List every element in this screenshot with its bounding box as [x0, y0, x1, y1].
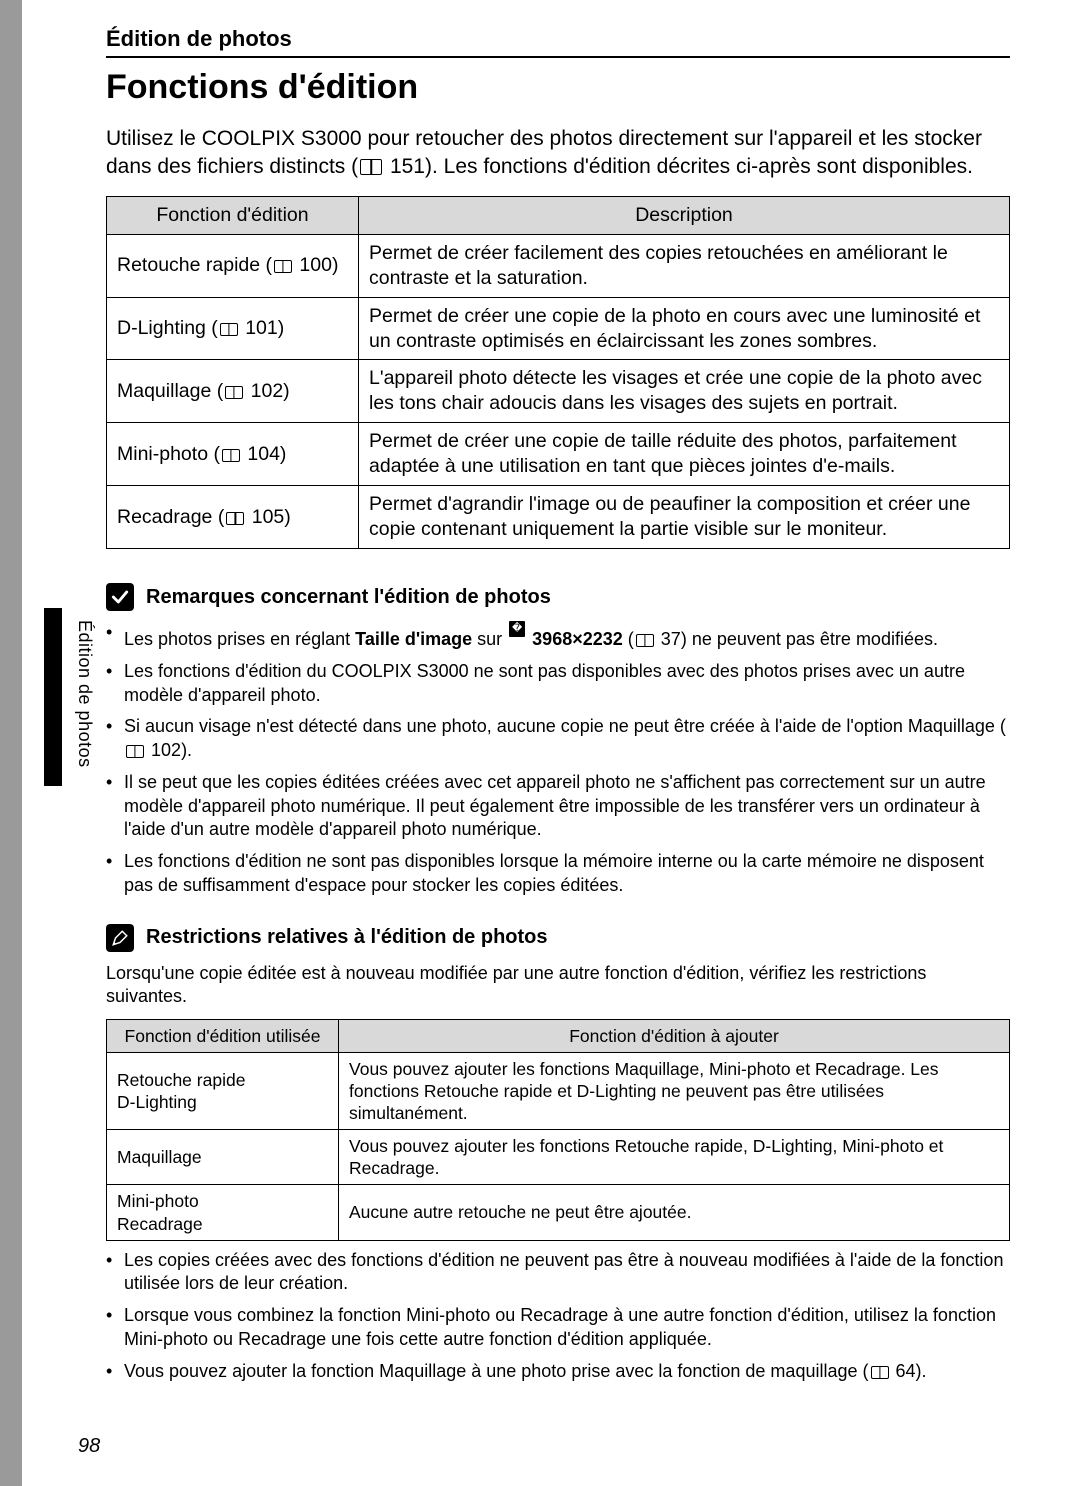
- check-icon: [106, 583, 134, 611]
- t1-head-1: Fonction d'édition: [107, 196, 359, 234]
- book-icon: [636, 634, 654, 647]
- pencil-icon: [106, 924, 134, 952]
- function-desc-cell: Permet d'agrandir l'image ou de peaufine…: [359, 486, 1010, 549]
- function-name-cell: Retouche rapide ( 100): [107, 234, 359, 297]
- table-row: Recadrage ( 105)Permet d'agrandir l'imag…: [107, 486, 1010, 549]
- remarks-list: Les photos prises en réglant Taille d'im…: [106, 621, 1010, 898]
- table-row: Maquillage ( 102)L'appareil photo détect…: [107, 360, 1010, 423]
- intro-paragraph: Utilisez le COOLPIX S3000 pour retoucher…: [106, 125, 1010, 182]
- function-desc-cell: Permet de créer une copie de la photo en…: [359, 297, 1010, 360]
- t2-head-2: Fonction d'édition à ajouter: [339, 1020, 1010, 1053]
- table-row: Mini-photo ( 104)Permet de créer une cop…: [107, 423, 1010, 486]
- used-function-cell: Mini-photoRecadrage: [107, 1185, 339, 1240]
- restrictions-block: Restrictions relatives à l'édition de ph…: [106, 924, 1010, 1384]
- function-name-cell: Mini-photo ( 104): [107, 423, 359, 486]
- table-row: Retouche rapide ( 100)Permet de créer fa…: [107, 234, 1010, 297]
- restrictions-title: Restrictions relatives à l'édition de ph…: [146, 926, 548, 949]
- content-area: Édition de photos Fonctions d'édition Ut…: [106, 26, 1010, 1486]
- post-restrictions-list: Les copies créées avec des fonctions d'é…: [106, 1249, 1010, 1384]
- intro-text-2: ). Les fonctions d'édition décrites ci-a…: [425, 155, 973, 178]
- t1-head-2: Description: [359, 196, 1010, 234]
- book-icon: [871, 1366, 889, 1379]
- book-icon: [360, 159, 382, 175]
- used-function-cell: Maquillage: [107, 1130, 339, 1185]
- book-icon: [222, 449, 240, 462]
- page-root: Édition de photos 98 Édition de photos F…: [0, 0, 1080, 1486]
- post-3: Vous pouvez ajouter la fonction Maquilla…: [106, 1360, 1010, 1384]
- remark-5: Les fonctions d'édition ne sont pas disp…: [106, 850, 1010, 898]
- intro-ref: 151: [390, 155, 425, 178]
- section-header-text: Édition de photos: [106, 26, 292, 51]
- page-sheet: Édition de photos 98 Édition de photos F…: [22, 0, 1080, 1486]
- remark-4: Il se peut que les copies éditées créées…: [106, 771, 1010, 842]
- function-name-cell: D-Lighting ( 101): [107, 297, 359, 360]
- remark-1: Les photos prises en réglant Taille d'im…: [106, 621, 1010, 652]
- table-row: MaquillageVous pouvez ajouter les foncti…: [107, 1130, 1010, 1185]
- function-name-cell: Recadrage ( 105): [107, 486, 359, 549]
- side-tab-label: Édition de photos: [74, 620, 95, 768]
- restrictions-table: Fonction d'édition utilisée Fonction d'é…: [106, 1019, 1010, 1240]
- add-function-cell: Aucune autre retouche ne peut être ajout…: [339, 1185, 1010, 1240]
- table-row: Mini-photoRecadrageAucune autre retouche…: [107, 1185, 1010, 1240]
- post-1: Les copies créées avec des fonctions d'é…: [106, 1249, 1010, 1297]
- page-number: 98: [78, 1435, 100, 1458]
- restrictions-head: Restrictions relatives à l'édition de ph…: [106, 924, 1010, 952]
- functions-table: Fonction d'édition Description Retouche …: [106, 196, 1010, 549]
- remarks-head: Remarques concernant l'édition de photos: [106, 583, 1010, 611]
- function-desc-cell: Permet de créer une copie de taille rédu…: [359, 423, 1010, 486]
- side-tab-bar: [44, 608, 62, 786]
- remark-2: Les fonctions d'édition du COOLPIX S3000…: [106, 660, 1010, 708]
- add-function-cell: Vous pouvez ajouter les fonctions Retouc…: [339, 1130, 1010, 1185]
- remarks-title: Remarques concernant l'édition de photos: [146, 586, 551, 609]
- t2-head-1: Fonction d'édition utilisée: [107, 1020, 339, 1053]
- restrictions-intro: Lorsqu'une copie éditée est à nouveau mo…: [106, 962, 1010, 1010]
- add-function-cell: Vous pouvez ajouter les fonctions Maquil…: [339, 1053, 1010, 1130]
- function-desc-cell: L'appareil photo détecte les visages et …: [359, 360, 1010, 423]
- size-mode-icon: �演: [509, 621, 525, 637]
- book-icon: [225, 386, 243, 399]
- book-icon: [274, 260, 292, 273]
- remarks-block: Remarques concernant l'édition de photos…: [106, 583, 1010, 898]
- table-row: D-Lighting ( 101)Permet de créer une cop…: [107, 297, 1010, 360]
- book-icon: [226, 512, 244, 525]
- function-name-cell: Maquillage ( 102): [107, 360, 359, 423]
- page-title: Fonctions d'édition: [106, 68, 1010, 107]
- used-function-cell: Retouche rapideD-Lighting: [107, 1053, 339, 1130]
- function-desc-cell: Permet de créer facilement des copies re…: [359, 234, 1010, 297]
- book-icon: [126, 745, 144, 758]
- remark-3: Si aucun visage n'est détecté dans une p…: [106, 715, 1010, 763]
- book-icon: [220, 323, 238, 336]
- post-2: Lorsque vous combinez la fonction Mini-p…: [106, 1304, 1010, 1352]
- section-header: Édition de photos: [106, 26, 1010, 58]
- table-row: Retouche rapideD-LightingVous pouvez ajo…: [107, 1053, 1010, 1130]
